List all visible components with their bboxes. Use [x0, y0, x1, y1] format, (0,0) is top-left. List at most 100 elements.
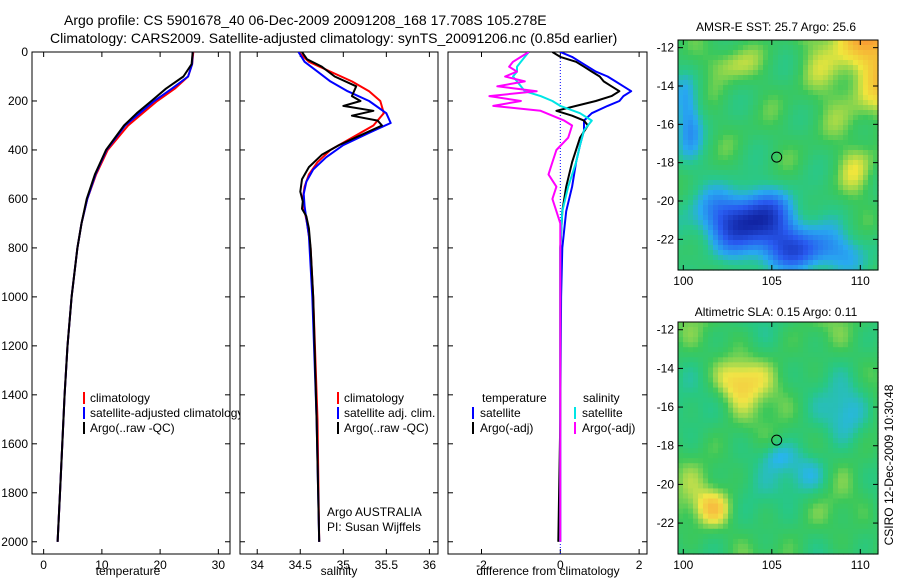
map-cell [873, 503, 879, 510]
map-cell [683, 185, 689, 191]
map-cell [783, 250, 789, 256]
map-cell [723, 372, 729, 379]
map-cell [838, 170, 844, 176]
map-cell [713, 180, 719, 186]
map-cell [853, 438, 859, 444]
map-cell [758, 135, 764, 141]
map-cell [793, 250, 799, 256]
map-cell [778, 205, 784, 211]
map-cell [768, 488, 774, 495]
map-cell [773, 397, 779, 404]
map-cell [693, 473, 699, 479]
map-cell [838, 362, 844, 368]
map-cell [828, 80, 834, 86]
map-cell [743, 362, 749, 368]
map-cell [798, 135, 804, 141]
map-cell [873, 50, 879, 56]
map-cell [818, 250, 824, 256]
map-cell [833, 387, 839, 394]
map-cell [853, 130, 859, 136]
map-cell [783, 528, 789, 535]
map-cell [798, 55, 804, 61]
map-cell [813, 357, 819, 363]
map-cell [773, 528, 779, 535]
map-cell [683, 55, 689, 61]
map-cell [758, 543, 764, 550]
map-cell [838, 332, 844, 338]
map-cell [693, 468, 699, 474]
map-cell [853, 115, 859, 121]
map-cell [713, 50, 719, 56]
map-cell [788, 533, 794, 540]
map-cell [728, 110, 734, 116]
map-cell [678, 80, 684, 86]
map-cell [783, 523, 789, 530]
map-cell [793, 230, 799, 236]
map-cell [833, 498, 839, 505]
map-cell [818, 130, 824, 136]
map-cell [738, 210, 744, 216]
map-cell [848, 458, 854, 464]
map-cell [758, 392, 764, 399]
map-cell [703, 225, 709, 231]
map-cell [823, 260, 829, 266]
map-cell [753, 322, 759, 328]
map-cell [823, 75, 829, 81]
map-cell [853, 105, 859, 111]
map-cell [683, 50, 689, 56]
map-cell [708, 225, 714, 231]
map-cell [733, 45, 739, 51]
map-cell [843, 180, 849, 186]
map-cell [808, 417, 814, 424]
map-cell [818, 493, 824, 500]
map-cell [848, 100, 854, 106]
map-cell [773, 150, 779, 156]
map-cell [758, 155, 764, 161]
map-cell [763, 255, 769, 261]
map-cell [833, 488, 839, 495]
map-cell [678, 503, 684, 510]
map-cell [828, 85, 834, 91]
map-cell [758, 402, 764, 409]
map-cell [678, 185, 684, 191]
map-cell [863, 427, 869, 434]
map-cell [743, 120, 749, 126]
map-cell [698, 205, 704, 211]
map-cell [833, 40, 839, 46]
map-cell [793, 397, 799, 404]
series-argo [299, 52, 383, 542]
map-cell [678, 337, 684, 343]
map-cell [798, 342, 804, 348]
map-cell [718, 523, 724, 530]
map-cell [733, 80, 739, 86]
map-cell [753, 523, 759, 530]
map-cell [823, 90, 829, 96]
map-cell [678, 225, 684, 231]
map-cell [818, 230, 824, 236]
map-cell [788, 200, 794, 206]
map-cell [743, 185, 749, 191]
map-cell [688, 125, 694, 131]
map-cell [748, 185, 754, 191]
map-cell [763, 478, 769, 484]
map-cell [783, 65, 789, 71]
map-cell [678, 120, 684, 126]
map-cell [768, 115, 774, 121]
map-cell [843, 463, 849, 469]
map-cell [773, 538, 779, 545]
map-cell [793, 352, 799, 358]
map-cell [818, 412, 824, 419]
map-cell [738, 265, 744, 271]
map-cell [838, 180, 844, 186]
map-cell [773, 412, 779, 419]
map-cell [833, 200, 839, 206]
map-cell [743, 115, 749, 121]
map-cell [698, 250, 704, 256]
map-cell [753, 120, 759, 126]
map-cell [688, 235, 694, 241]
map-cell [728, 422, 734, 429]
map-cell [733, 347, 739, 353]
map-cell [838, 110, 844, 116]
map-cell [843, 367, 849, 374]
map-cell [758, 448, 764, 454]
